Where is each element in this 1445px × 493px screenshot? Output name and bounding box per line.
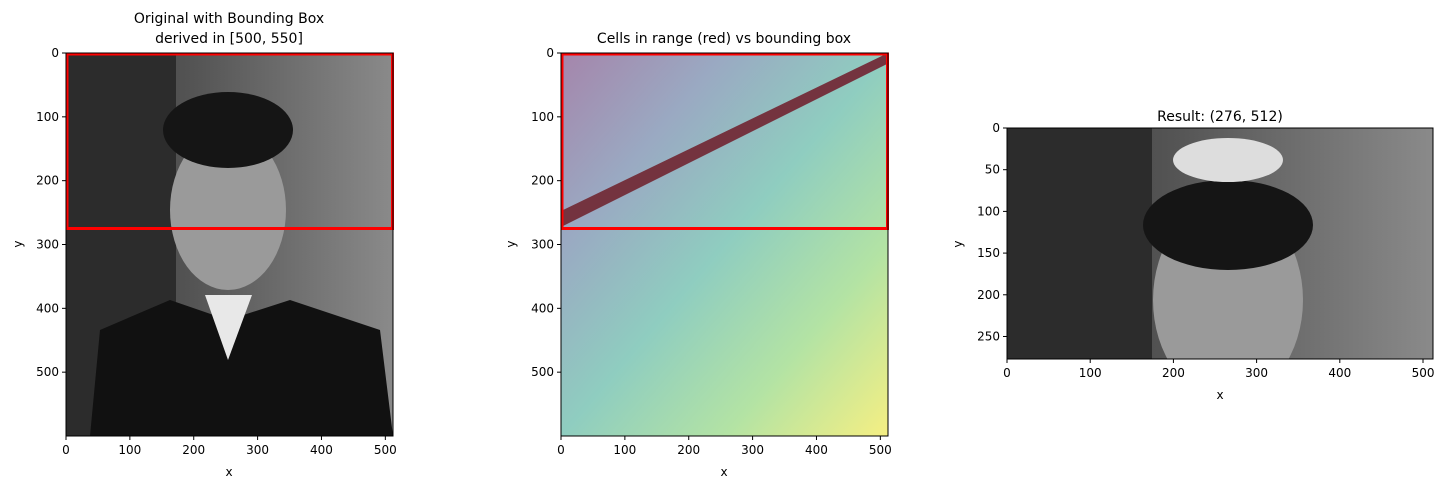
x-tick-label: 0 [62, 443, 70, 457]
x-tick-label: 0 [1003, 366, 1011, 380]
y-tick-label: 200 [531, 174, 554, 188]
x-tick-label: 500 [869, 443, 892, 457]
y-tick-label: 250 [977, 329, 1000, 343]
x-tick-label: 400 [310, 443, 333, 457]
y-tick-label: 50 [985, 163, 1000, 177]
photo-original [66, 53, 393, 436]
x-tick-label: 300 [246, 443, 269, 457]
x-tick-label: 400 [1328, 366, 1351, 380]
panel2-xlabel: x [720, 465, 727, 479]
panel1-title-line1: Original with Bounding Box [134, 11, 324, 27]
y-tick-label: 200 [977, 288, 1000, 302]
y-tick-label: 0 [546, 46, 554, 60]
y-tick-label: 300 [531, 238, 554, 252]
x-tick-label: 400 [805, 443, 828, 457]
panel2-title: Cells in range (red) vs bounding box [597, 31, 851, 47]
y-tick-label: 400 [531, 301, 554, 315]
x-tick-label: 300 [1245, 366, 1268, 380]
x-tick-label: 500 [1412, 366, 1435, 380]
y-tick-label: 100 [36, 110, 59, 124]
panel3-ylabel: y [951, 240, 965, 247]
panel3-axes-frame [1006, 127, 1434, 360]
x-tick-label: 100 [1079, 366, 1102, 380]
y-tick-label: 100 [531, 110, 554, 124]
panel-original: Original with Bounding Box derived in [5… [11, 11, 397, 479]
panel2-ylabel: y [504, 240, 518, 247]
y-tick-label: 400 [36, 301, 59, 315]
panel1-xlabel: x [225, 465, 232, 479]
x-tick-label: 200 [677, 443, 700, 457]
x-tick-label: 200 [182, 443, 205, 457]
y-tick-label: 100 [977, 204, 1000, 218]
photo-cropped [1007, 128, 1433, 359]
y-tick-label: 150 [977, 246, 1000, 260]
panel-cells-in-range: Cells in range (red) vs bounding box 0 10… [504, 31, 892, 479]
panel3-xlabel: x [1216, 388, 1223, 402]
x-tick-label: 500 [374, 443, 397, 457]
panel1-title-line2: derived in [500, 550] [155, 31, 303, 47]
viridis-gradient [561, 53, 888, 436]
y-tick-label: 500 [36, 365, 59, 379]
y-tick-label: 500 [531, 365, 554, 379]
in-range-band [561, 53, 888, 227]
panel-result: Result: (276, 512) 0 100 200 300 400 500 0 50 10… [951, 109, 1434, 402]
x-tick-label: 200 [1162, 366, 1185, 380]
y-tick-label: 0 [51, 46, 59, 60]
panel3-title: Result: (276, 512) [1157, 109, 1283, 125]
y-tick-label: 200 [36, 174, 59, 188]
x-tick-label: 300 [741, 443, 764, 457]
x-tick-label: 100 [118, 443, 141, 457]
x-tick-label: 100 [613, 443, 636, 457]
y-tick-label: 0 [992, 121, 1000, 135]
panel1-ylabel: y [11, 240, 25, 247]
y-tick-label: 300 [36, 238, 59, 252]
x-tick-label: 0 [557, 443, 565, 457]
